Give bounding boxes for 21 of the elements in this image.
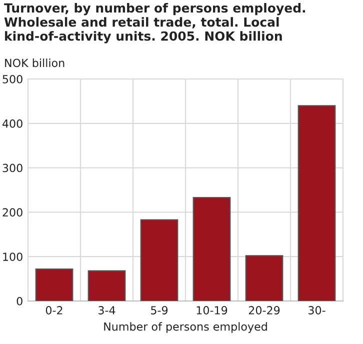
bar <box>88 270 126 301</box>
y-tick-label: 500 <box>2 74 22 84</box>
x-tick-label: 10-19 <box>196 306 228 314</box>
x-tick-label: 0-2 <box>46 306 62 314</box>
x-tick-label: 20-29 <box>248 306 280 314</box>
y-tick-label: 400 <box>2 119 22 128</box>
y-axis-title: NOK billion <box>5 58 64 68</box>
bar <box>298 105 336 301</box>
x-tick-label: 30- <box>308 306 326 314</box>
y-tick-label: 0 <box>16 296 22 306</box>
x-axis-title: Number of persons employed <box>104 322 267 333</box>
bar <box>35 268 74 301</box>
chart-title: Turnover, by number of persons employed. Wholesale and retail trade, total. Local kind-of-activity units. 2005. NOK billion <box>4 3 306 44</box>
y-tick-label: 200 <box>2 208 22 217</box>
bar <box>140 219 178 301</box>
x-tick-label: 3-4 <box>98 306 116 314</box>
y-tick-label: 300 <box>2 164 22 172</box>
x-tick-label: 5-9 <box>151 306 168 314</box>
bar <box>192 196 231 301</box>
bar <box>245 255 284 301</box>
y-tick-label: 100 <box>3 252 22 261</box>
